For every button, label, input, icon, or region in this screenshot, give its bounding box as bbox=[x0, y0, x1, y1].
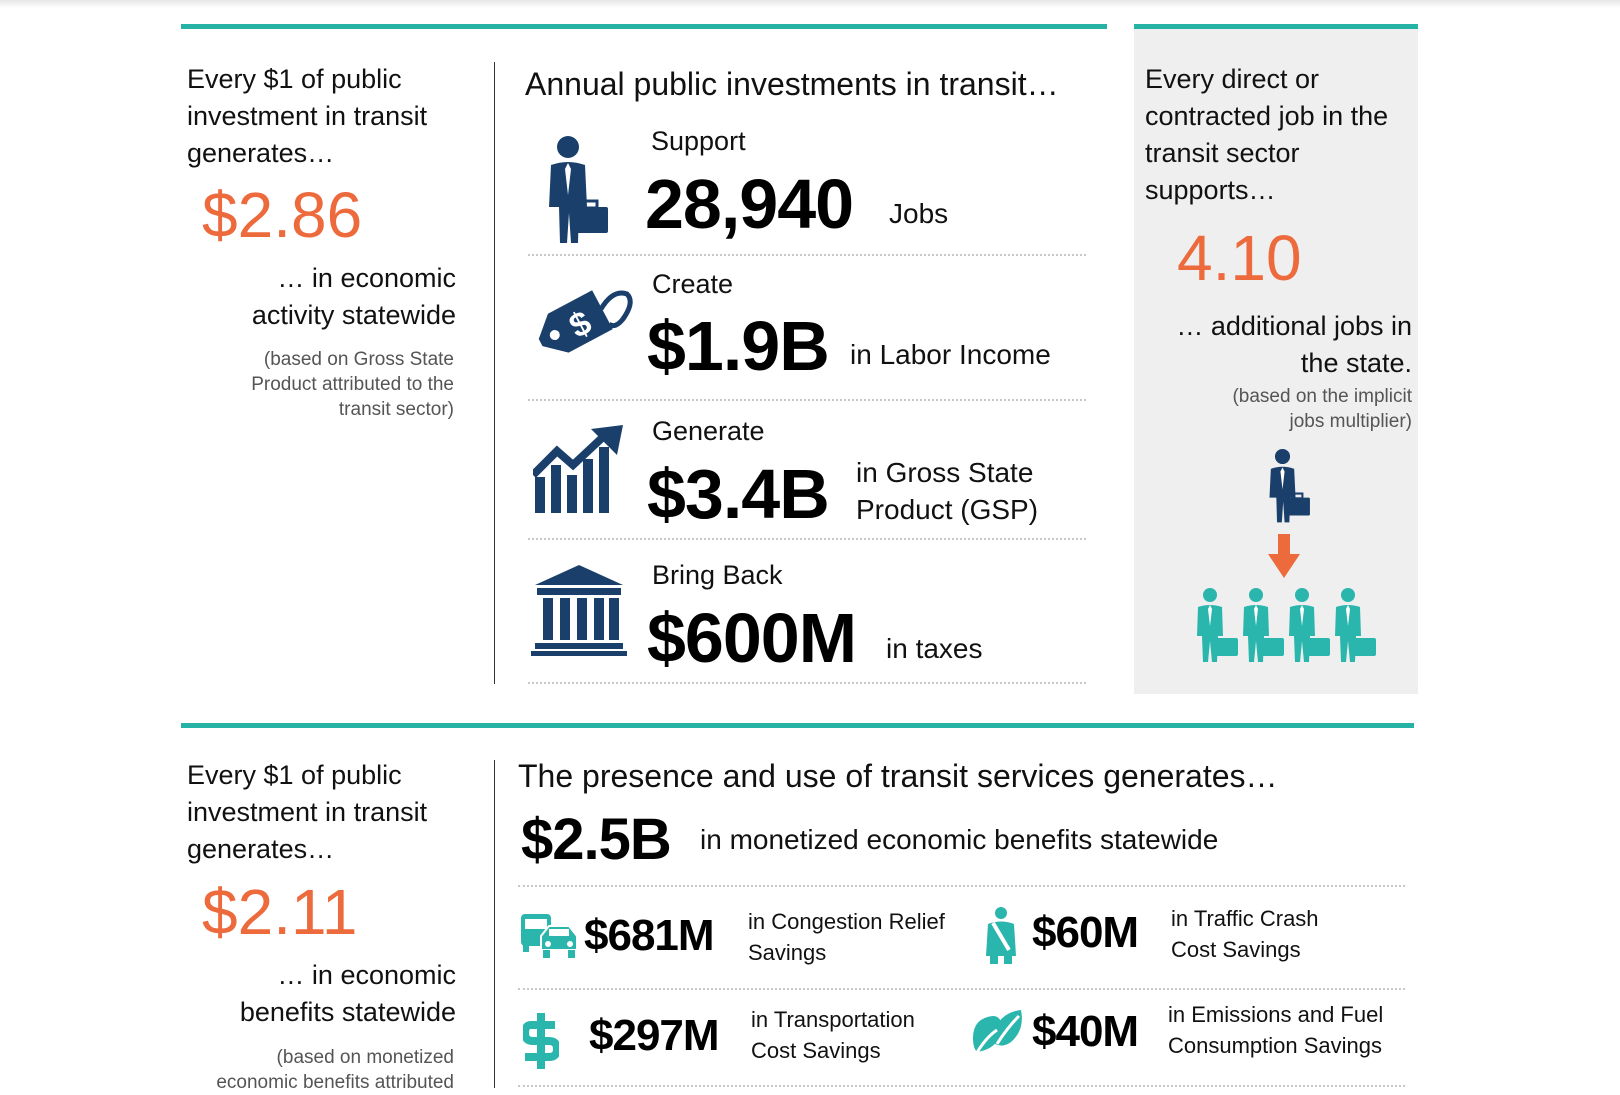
s2-total-value: $2.5B bbox=[521, 807, 672, 872]
s2-heading: The presence and use of transit services… bbox=[518, 758, 1278, 794]
s1-item1-value: 28,940 bbox=[645, 165, 854, 243]
s1-right-intro: Every direct or contracted job in the tr… bbox=[1145, 64, 1389, 205]
section1-rule-right bbox=[1134, 24, 1418, 29]
s2-item3-label: in Transportation Cost Savings bbox=[751, 1007, 915, 1063]
s1-right-panel bbox=[1134, 29, 1418, 694]
traffic-cars-icon bbox=[519, 912, 579, 960]
s2-left-value: $2.11 bbox=[202, 876, 358, 948]
s1-item4-unit: in taxes bbox=[886, 633, 983, 664]
s1-item4-verb: Bring Back bbox=[652, 560, 783, 590]
s1-heading: Annual public investments in transit… bbox=[525, 66, 1059, 102]
s1-separator-1 bbox=[528, 254, 1086, 256]
s2-left-result: … in economic benefits statewide bbox=[239, 960, 456, 1027]
s1-left-result: … in economic activity statewide bbox=[251, 263, 456, 330]
s2-item4-label: in Emissions and Fuel Consumption Saving… bbox=[1168, 1002, 1384, 1058]
s2-separator-3 bbox=[518, 1085, 1405, 1087]
leaf-icon bbox=[969, 1008, 1025, 1060]
s2-item2-label: in Traffic Crash Cost Savings bbox=[1171, 906, 1319, 962]
seatbelt-icon bbox=[984, 906, 1018, 964]
s2-total-label: in monetized economic benefits statewide bbox=[700, 824, 1219, 855]
s2-divider bbox=[494, 760, 495, 1088]
s1-item3-value: $3.4B bbox=[647, 455, 830, 533]
price-tag-icon: $ bbox=[531, 284, 636, 369]
s1-item2-value: $1.9B bbox=[647, 307, 830, 385]
s1-right-note: (based on the implicit jobs multiplier) bbox=[1232, 386, 1412, 432]
s1-right-result: … additional jobs in the state. bbox=[1176, 311, 1412, 378]
s1-item3-unit: in Gross State Product (GSP) bbox=[856, 457, 1039, 525]
s1-left-note: (based on Gross State Product attributed… bbox=[251, 349, 454, 420]
top-shadow bbox=[0, 0, 1620, 8]
s1-right-value: 4.10 bbox=[1177, 222, 1302, 294]
s1-item1-unit: Jobs bbox=[889, 198, 949, 229]
s1-item2-unit: in Labor Income bbox=[850, 339, 1051, 370]
s2-separator-2 bbox=[518, 988, 1405, 990]
dollar-icon bbox=[523, 1013, 559, 1069]
s2-item4-value: $40M bbox=[1032, 1007, 1139, 1056]
s1-separator-4 bbox=[528, 682, 1086, 684]
s1-divider bbox=[494, 62, 495, 684]
arrow-down-icon bbox=[1268, 534, 1300, 578]
s2-left-intro: Every $1 of public investment in transit… bbox=[187, 760, 428, 864]
s2-item1-value: $681M bbox=[584, 911, 715, 960]
section1-rule-left bbox=[181, 24, 1107, 29]
worker-icon bbox=[541, 135, 611, 245]
s2-item3-value: $297M bbox=[589, 1011, 720, 1060]
s1-item2-verb: Create bbox=[652, 269, 734, 299]
s1-left-intro: Every $1 of public investment in transit… bbox=[187, 64, 428, 168]
growth-chart-icon bbox=[533, 425, 625, 515]
s1-item1-verb: Support bbox=[651, 126, 746, 156]
s1-separator-3 bbox=[528, 538, 1086, 540]
s2-item2-value: $60M bbox=[1032, 908, 1139, 957]
government-building-icon bbox=[531, 565, 627, 657]
section2-rule bbox=[181, 723, 1414, 728]
s1-separator-2 bbox=[528, 399, 1086, 401]
s1-item3-verb: Generate bbox=[652, 416, 765, 446]
workers-group-icon bbox=[1192, 588, 1382, 664]
s1-left-value: $2.86 bbox=[202, 179, 363, 251]
worker-icon bbox=[1264, 448, 1312, 524]
s1-item4-value: $600M bbox=[647, 599, 857, 677]
s2-separator-1 bbox=[518, 885, 1405, 887]
s2-item1-label: in Congestion Relief Savings bbox=[748, 909, 945, 965]
